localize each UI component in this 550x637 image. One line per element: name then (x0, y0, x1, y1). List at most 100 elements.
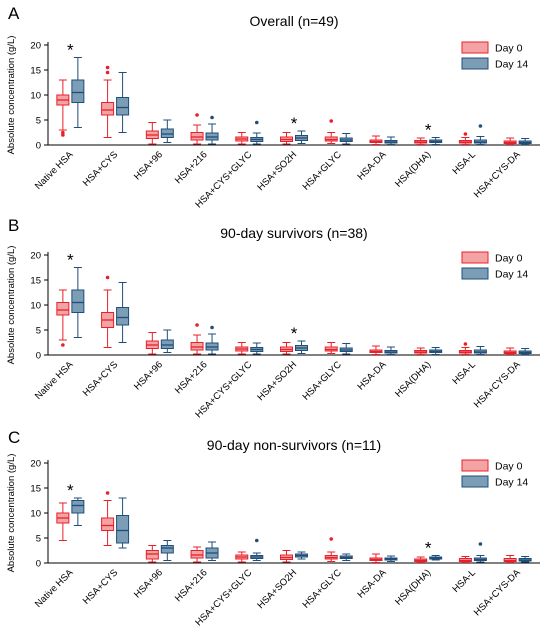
day14-box (205, 115, 219, 145)
legend-label-day14: Day 14 (495, 59, 528, 71)
y-tick-label: 20 (30, 459, 41, 470)
x-tick-label: HSA+CYS-DA (472, 149, 523, 200)
x-tick-label: HSA(DHA) (393, 567, 433, 607)
day0-box (235, 551, 249, 563)
day14-box (518, 348, 532, 355)
day0-box (369, 345, 383, 355)
y-axis-label: Absolute concentration (g/L) (6, 36, 17, 155)
y-tick-label: 20 (30, 251, 41, 262)
legend-label-day0: Day 0 (495, 43, 523, 55)
iqr-box (56, 302, 70, 316)
day0-box (414, 347, 428, 355)
y-tick-label: 0 (36, 141, 41, 152)
day0-box (101, 491, 115, 546)
significance-star: * (425, 539, 432, 558)
x-tick-label: HSA+GLYC (301, 359, 344, 402)
x-tick-label: HSA+SO2H (255, 567, 299, 611)
day0-box (145, 122, 159, 145)
y-tick-label: 10 (30, 91, 41, 102)
x-tick-label: HSA+GLYC (301, 149, 344, 192)
x-tick-label: HSA-DA (355, 149, 389, 183)
day14-box (160, 540, 174, 561)
y-tick-label: 15 (30, 484, 41, 495)
panel-letter: A (8, 4, 20, 23)
x-tick-label: HSA+SO2H (255, 359, 299, 403)
iqr-box (71, 79, 85, 103)
day0-box (190, 546, 204, 563)
panel-c: C 90-day non-survivors (n=11) Absolute con… (6, 428, 540, 628)
x-tick-label: HSA(DHA) (393, 149, 433, 189)
day14-box (250, 538, 264, 561)
iqr-box (116, 515, 130, 544)
iqr-box (190, 342, 204, 351)
chart-title: 90-day survivors (n=38) (220, 225, 367, 241)
x-tick-label: HSA-L (450, 359, 478, 387)
iqr-box (116, 307, 130, 326)
day14-box (473, 542, 487, 563)
x-tick-label: HSA-DA (355, 567, 389, 601)
y-tick-label: 5 (36, 116, 41, 127)
iqr-box (71, 500, 85, 514)
day14-box (160, 329, 174, 353)
day14-box (384, 555, 398, 562)
day0-box (458, 132, 472, 145)
day0-box (324, 342, 338, 354)
x-tick-label: Native HSA (33, 567, 76, 610)
day0-box (369, 135, 383, 145)
x-tick-label: HSA+CYS (81, 567, 120, 606)
legend-swatch-day14 (461, 475, 489, 488)
day14-box (116, 72, 130, 133)
day0-box (101, 65, 115, 138)
iqr-box (190, 132, 204, 141)
legend-swatch-day14 (461, 267, 489, 280)
y-tick-label: 0 (36, 559, 41, 570)
outlier-point (329, 119, 334, 123)
day0-box (503, 347, 517, 355)
legend-label-day14: Day 14 (495, 477, 528, 489)
outlier-point (478, 542, 483, 546)
outlier-point (105, 491, 110, 495)
day14-box (384, 346, 398, 355)
significance-star: * (291, 114, 298, 133)
y-tick-label: 0 (36, 351, 41, 362)
outlier-point (254, 120, 259, 125)
iqr-box (116, 97, 130, 116)
outlier-point (61, 343, 65, 347)
significance-star: * (291, 324, 298, 343)
day14-box (518, 556, 532, 563)
x-tick-label: HSA+96 (132, 359, 165, 392)
day14-box (250, 120, 264, 145)
day14-box (116, 497, 130, 549)
day0-box (145, 332, 159, 355)
x-tick-label: HSA+96 (132, 567, 165, 600)
y-tick-label: 5 (36, 326, 41, 337)
outlier-point (210, 325, 214, 330)
outlier-point (478, 124, 483, 128)
outlier-point (463, 132, 468, 136)
day0-box (369, 553, 383, 563)
legend-swatch-day0 (461, 41, 489, 54)
y-tick-label: 15 (30, 66, 41, 77)
legend-label-day0: Day 0 (495, 253, 523, 265)
day0-box (235, 132, 249, 145)
day0-box (190, 113, 204, 145)
x-tick-label: Native HSA (33, 149, 76, 192)
day0-box (458, 342, 472, 355)
legend-swatch-day0 (461, 251, 489, 264)
iqr-box (101, 102, 115, 116)
x-tick-label: HSA+CYS (81, 359, 120, 398)
day14-box (71, 57, 85, 128)
day0-box (324, 119, 338, 144)
iqr-box (160, 128, 174, 138)
outlier-point (61, 130, 65, 135)
legend-label-day0: Day 0 (495, 461, 523, 473)
iqr-box (145, 550, 159, 560)
chart-title: 90-day non-survivors (n=11) (207, 437, 381, 453)
chart-title: Overall (n=49) (249, 13, 338, 29)
y-tick-label: 10 (30, 301, 41, 312)
day14-box (160, 119, 174, 143)
x-tick-label: HSA+CYS-DA (472, 359, 523, 410)
x-tick-label: HSA+216 (173, 149, 210, 186)
day0-box (503, 137, 517, 145)
